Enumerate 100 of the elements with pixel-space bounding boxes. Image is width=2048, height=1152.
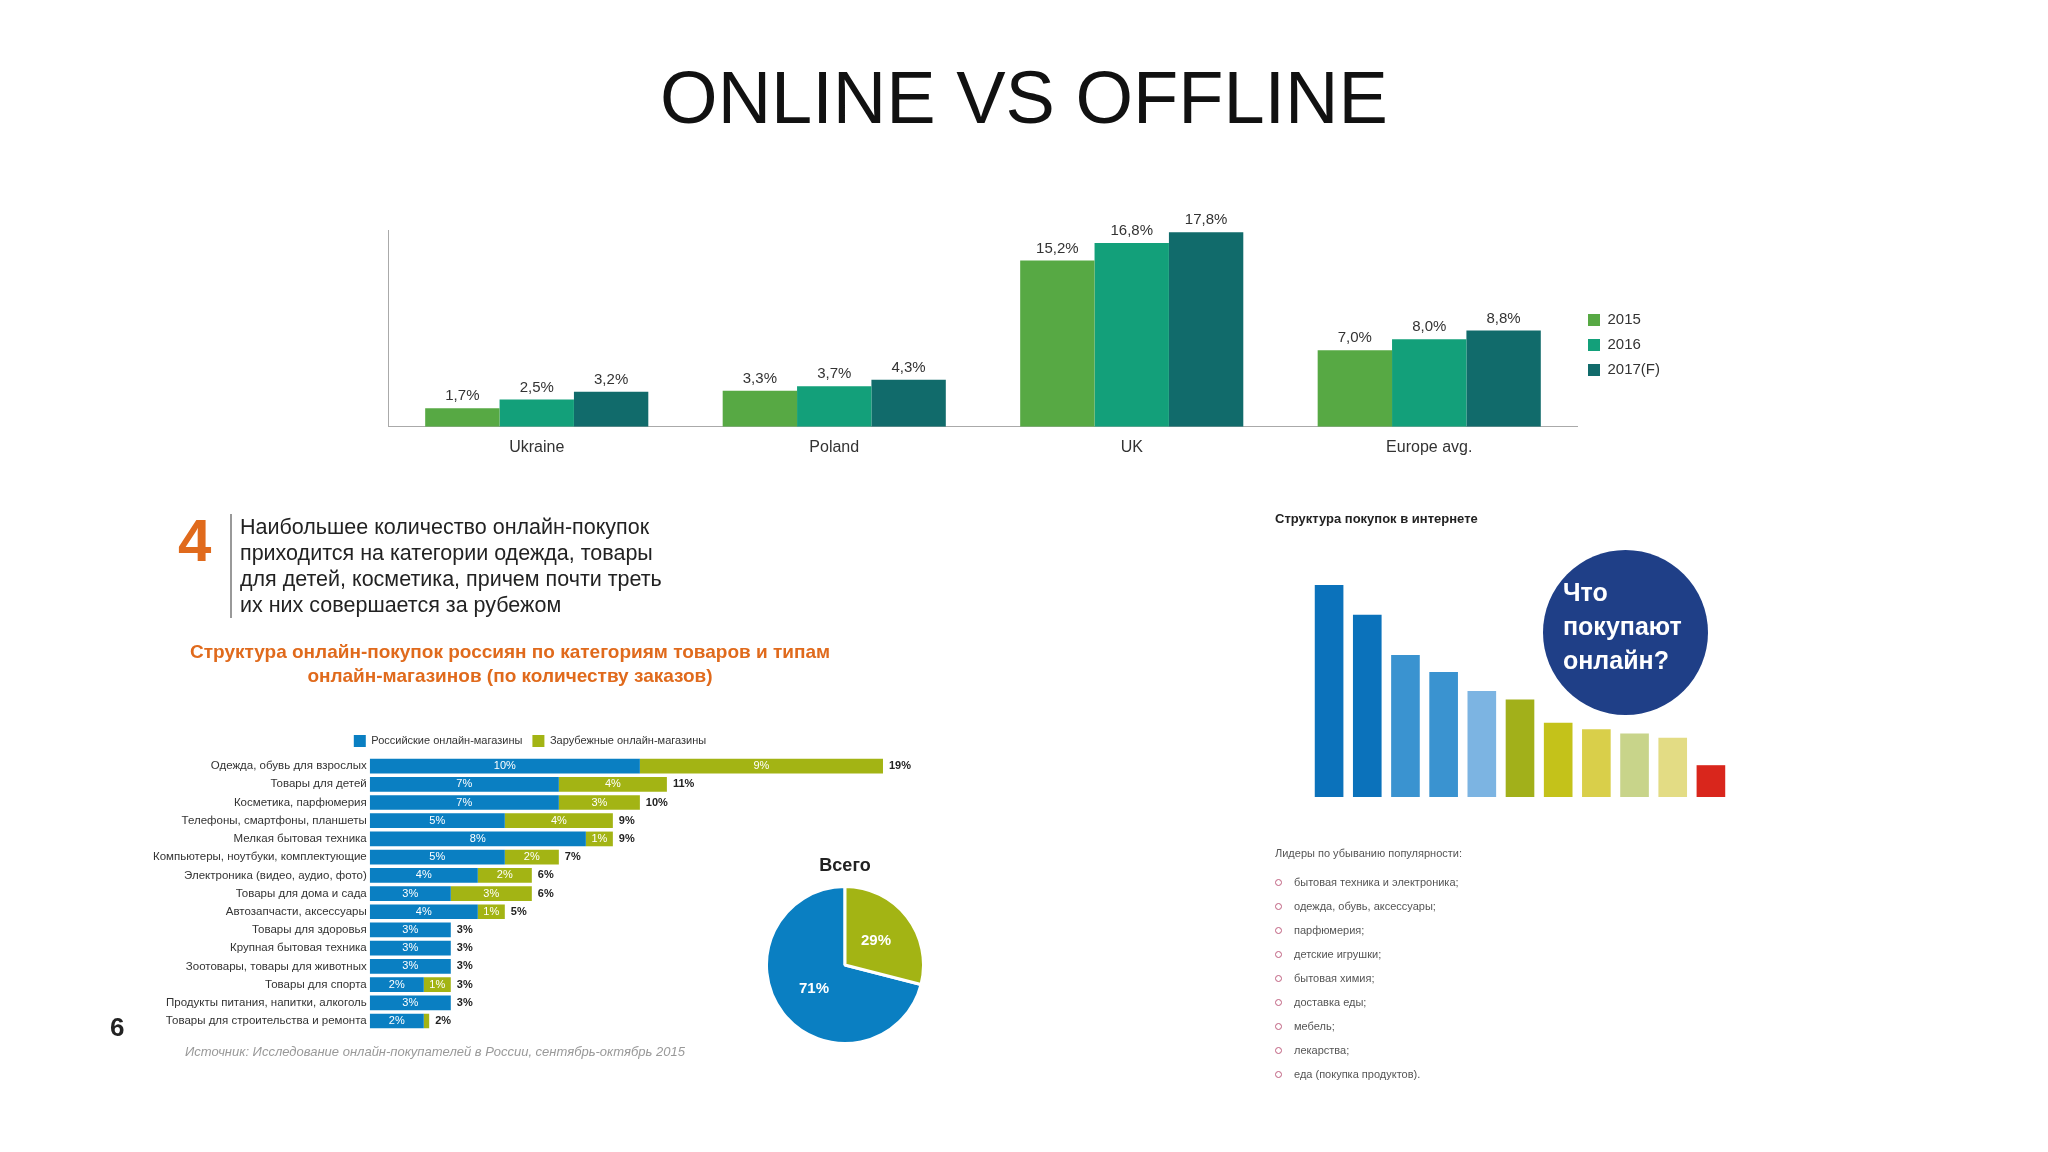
legend-label: Российские онлайн-магазины [371,734,523,747]
data-label: 3% [402,995,419,1008]
y-tick-label: Телефоны, смартфоны, планшеты [181,813,367,826]
bar [499,399,574,427]
bar [1429,671,1458,797]
text: одежда, обувь, аксессуары; [1294,900,1436,912]
y-tick-label: Товары для детей [270,777,367,790]
y-tick-label: Косметика, парфюмерия [233,795,367,808]
text: 4 [178,506,212,575]
bar [369,758,640,774]
data-label: 2% [388,1014,405,1027]
text: доставка еды; [1294,996,1367,1008]
bar [1466,330,1541,427]
chart-title: Структура покупок в интернете [1275,511,1478,526]
bar [369,886,451,901]
text: детские игрушки; [1294,948,1382,960]
data-label: 7,0% [1337,328,1372,346]
bar [1620,733,1649,797]
data-label: 3% [402,922,419,935]
legend-label: 2016 [1607,335,1641,353]
chart-title: Всего [818,855,872,876]
data-label: 2,5% [519,377,554,395]
data-label: 4% [604,777,622,790]
data-label: 4% [550,813,567,826]
bar [1391,654,1420,797]
total-label: 6% [537,868,554,881]
y-tick-label: Электроника (видео, аудио, фото) [184,868,367,881]
data-label: 2% [388,977,405,990]
bar [504,813,613,829]
data-label: 2% [523,850,540,863]
y-tick-label: Автозапчасти, аксессуары [225,904,367,917]
text: парфюмерия; [1294,924,1365,936]
chart-title: ONLINE VS OFFLINE [659,55,1389,140]
y-tick-label: Компьютеры, ноутбуки, комплектующие [153,850,367,863]
data-label: 4% [415,868,432,881]
total-label: 2% [435,1014,452,1027]
legend-label: Зарубежные онлайн-магазины [549,734,707,747]
data-label: 15,2% [1036,238,1079,256]
bar [369,849,505,865]
bar [369,776,559,792]
legend-label: 2015 [1607,310,1641,328]
data-label: 3% [483,886,500,899]
data-label: 9% [753,759,770,772]
bar [369,795,559,810]
bar [1543,722,1573,797]
data-label: 8% [469,831,486,844]
bar [722,390,798,427]
bar [1696,765,1726,797]
data-label: 71% [798,979,829,997]
bar [797,386,872,427]
data-label: 17,8% [1184,210,1228,228]
data-label: 3% [402,886,419,899]
total-label: 6% [537,886,554,899]
bar [369,977,424,992]
data-label: 5% [429,850,446,863]
bar [1168,232,1244,427]
total-label: 9% [618,813,635,826]
text: бытовая химия; [1294,972,1375,984]
data-label: 1,7% [445,386,480,404]
bar [558,776,667,792]
text: 6 [110,1012,125,1043]
legend-label: 2017(F) [1607,360,1661,378]
total-label: 3% [456,941,473,954]
chart-title: Наибольшее количество онлайн-покупок приходится на категории одежда, товары для детей, косметика, причем почти треть их них совершается за рубежом [230,514,690,618]
data-label: 1% [591,831,608,844]
data-label: 3,7% [817,364,852,382]
text: мебель; [1294,1020,1335,1032]
bar [369,904,478,920]
bar [1020,260,1095,427]
x-tick-label: UK [1120,437,1144,455]
chart-subtitle: Структура онлайн-покупок россиян по категориям товаров и типам онлайн-магазинов (по количеству заказов) [190,640,831,688]
data-label: 3,2% [594,369,629,387]
data-label: 2% [496,868,513,881]
bar [639,758,883,774]
data-label: 10% [493,759,517,772]
bar [1094,243,1169,427]
x-tick-label: Ukraine [509,437,565,455]
bar [369,959,451,974]
bar [1314,585,1344,797]
data-label: 1% [429,977,446,990]
bar [1658,737,1688,797]
bar [558,795,640,810]
bar [1582,729,1611,797]
bar [369,831,586,847]
y-tick-label: Мелкая бытовая техника [233,832,368,845]
speech-bubble: Что покупают онлайн? [1543,550,1708,715]
data-label: 1% [483,904,500,917]
data-label: 4,3% [891,357,926,375]
text: лекарства; [1294,1044,1350,1056]
y-tick-label: Продукты питания, напитки, алкоголь [166,995,367,1008]
total-label: 3% [456,995,473,1008]
data-label: 16,8% [1110,221,1154,239]
bar [450,886,532,901]
text: Лидеры по убыванию популярности: [1275,847,1463,859]
data-label: 8,0% [1412,317,1447,335]
data-label: 3% [402,959,419,972]
total-label: 11% [672,777,695,790]
data-label: 7% [456,795,473,808]
data-label: 4% [415,904,432,917]
y-tick-label: Зоотовары, товары для животных [185,959,367,972]
